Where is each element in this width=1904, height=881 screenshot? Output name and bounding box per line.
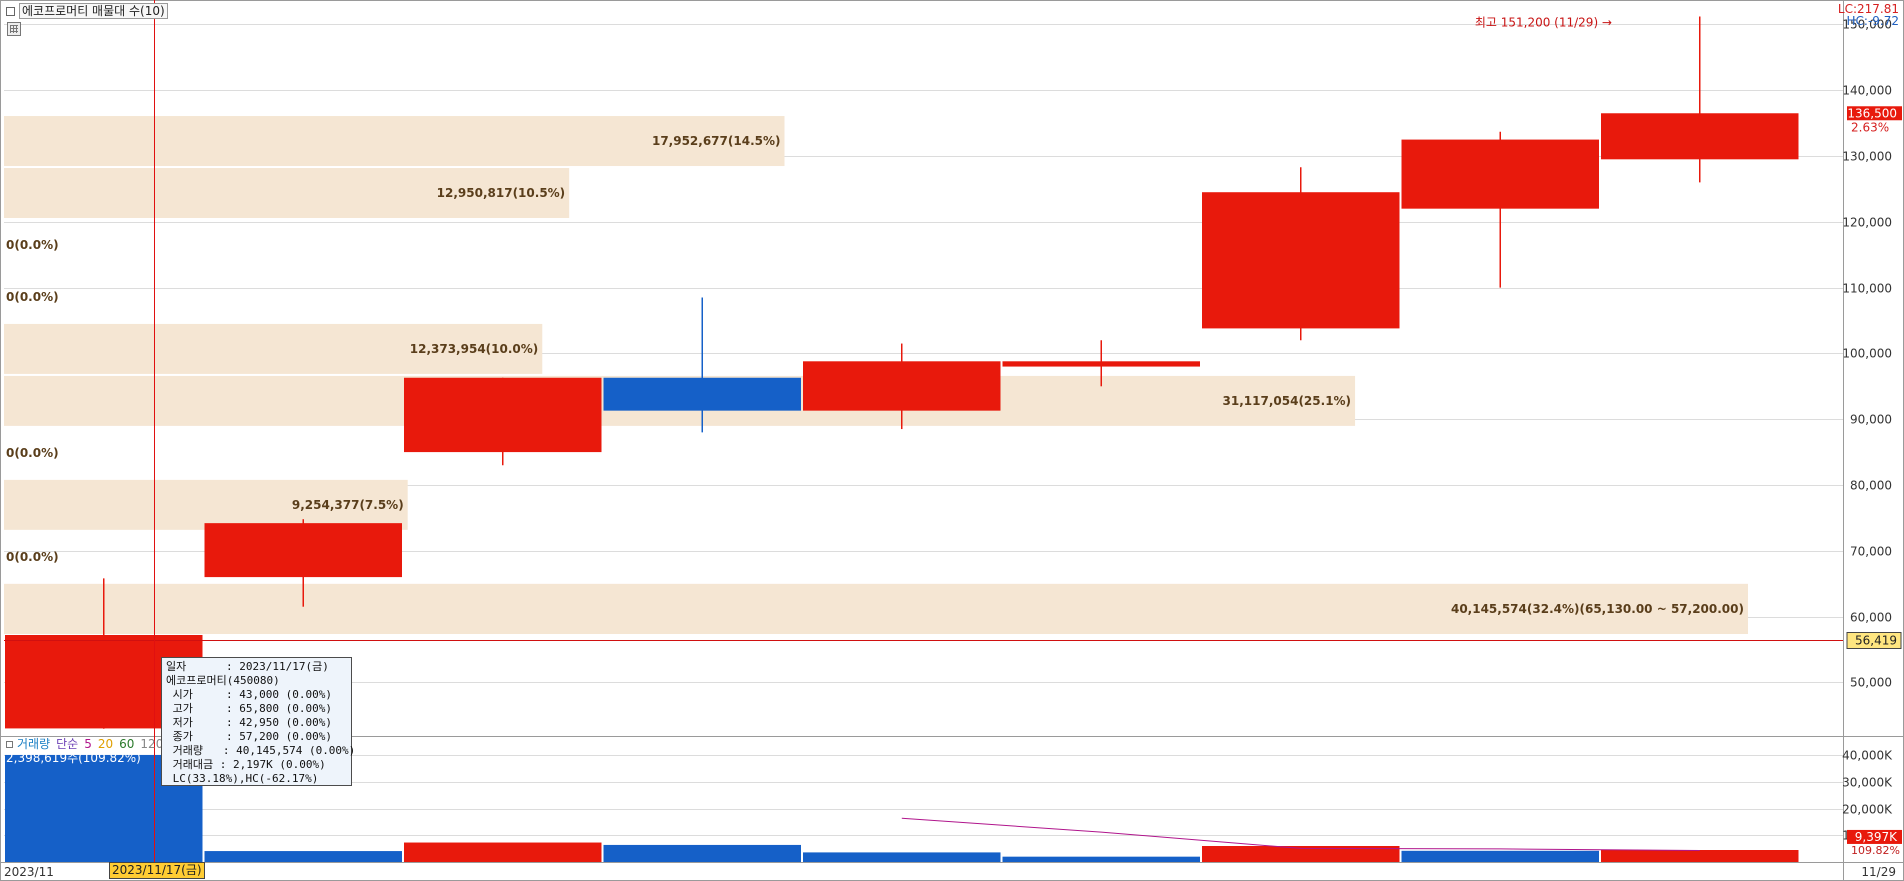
volume-current-badge — [1847, 829, 1902, 844]
volume-profile-band — [4, 116, 785, 167]
lc-value: LC:217.81 — [1837, 2, 1899, 16]
current-change-label: 2.63% — [1851, 120, 1889, 134]
candle-body — [803, 361, 1001, 411]
price-tick-label: 50,000 — [1850, 676, 1892, 690]
volume-legend-item[interactable]: 거래량 — [17, 737, 51, 751]
price-tick-label: 140,000 — [1842, 84, 1892, 98]
volume-bar — [1401, 850, 1599, 862]
volume-bars — [5, 754, 1799, 862]
chart-title[interactable]: 에코프로머티 매물대 수(10) — [19, 3, 168, 19]
x-axis-selected-date: 2023/11/17(금) — [109, 862, 205, 879]
volume-profile-label: 31,117,054(25.1%) — [1223, 394, 1352, 408]
candle-body — [1202, 192, 1400, 329]
price-tick-label: 110,000 — [1842, 282, 1892, 296]
price-tick-label: 120,000 — [1842, 216, 1892, 230]
volume-legend-item[interactable]: 20 — [97, 737, 114, 751]
volume-profile-band — [4, 479, 408, 530]
volume-profile: 40,145,574(32.4%)(65,130.00 ~ 57,200.00)… — [4, 116, 1748, 634]
volume-profile-label: 0(0.0%) — [6, 290, 59, 304]
candle-body — [603, 377, 801, 411]
volume-profile-band — [4, 168, 570, 218]
candle-body — [1401, 139, 1599, 209]
price-tick-label: 150,000 — [1842, 18, 1892, 32]
tooltip-row: LC(33.18%),HC(-62.17%) — [166, 772, 319, 785]
volume-tick-label: 40,000K — [1842, 749, 1893, 763]
current-price-label: 136,500 — [1847, 106, 1897, 120]
tooltip-row: 에코프로머티(450080) — [166, 674, 280, 687]
tooltip-row: 거래대금 : 2,197K (0.00%) — [166, 758, 326, 771]
volume-tick-label: 30,000K — [1842, 776, 1893, 790]
tooltip-row: 일자 : 2023/11/17(금) — [166, 660, 329, 673]
volume-axis: 10,000K20,000K30,000K40,000K9,397K109.82… — [1842, 749, 1902, 857]
grid-tool-icon[interactable] — [7, 22, 21, 36]
volume-profile-label: 12,950,817(10.5%) — [437, 186, 566, 200]
reference-price-badge — [1846, 632, 1902, 649]
volume-profile-label: 17,952,677(14.5%) — [652, 134, 781, 148]
volume-profile-band — [4, 583, 1748, 634]
candle-body — [404, 377, 602, 453]
price-axis: 50,000 60,000 70,000 80,000 90,000 100,000 110… — [1842, 18, 1892, 690]
volume-profile-label: 40,145,574(32.4%)(65,130.00 ~ 57,200.00) — [1451, 602, 1744, 616]
price-tick-label: 80,000 — [1850, 479, 1892, 493]
tooltip-row: 저가 : 42,950 (0.00%) — [166, 716, 332, 729]
candle-body — [204, 523, 402, 578]
volume-tick-label: 20,000K — [1842, 803, 1893, 817]
tooltip-row: 종가 : 57,200 (0.00%) — [166, 730, 332, 743]
volume-current-pct: 109.82% — [1851, 844, 1900, 857]
volume-legend-item[interactable]: 120 — [140, 737, 164, 751]
volume-bar — [603, 844, 801, 862]
volume-current-label: 2,398,619주(109.82%) — [6, 751, 141, 765]
volume-bar — [1601, 850, 1799, 862]
reference-price-label: 56,419 — [1855, 634, 1897, 648]
chart-title-bar: 에코프로머티 매물대 수(10) — [0, 2, 168, 20]
hc-value: HC:-9.72 — [1846, 14, 1900, 28]
tooltip-row: 거래량 : 40,145,574 (0.00%) — [166, 744, 356, 757]
volume-bar — [204, 851, 402, 862]
volume-profile-label: 0(0.0%) — [6, 550, 59, 564]
volume-bar — [404, 842, 602, 862]
volume-profile-label: 0(0.0%) — [6, 446, 59, 460]
volume-legend-item[interactable]: 5 — [84, 737, 92, 751]
collapse-icon[interactable] — [6, 7, 15, 16]
price-tick-label: 100,000 — [1842, 347, 1892, 361]
candle-body — [1002, 361, 1200, 367]
collapse-icon[interactable] — [6, 741, 13, 748]
x-axis-end-label: 11/29 — [1861, 865, 1896, 879]
volume-profile-label: 0(0.0%) — [6, 238, 59, 252]
tooltip-row: 고가 : 65,800 (0.00%) — [166, 702, 332, 715]
volume-profile-label: 9,254,377(7.5%) — [292, 498, 404, 512]
price-tick-label: 90,000 — [1850, 413, 1892, 427]
candles — [5, 16, 1799, 729]
volume-ma5-line — [901, 817, 1700, 851]
volume-legend: 거래량 단순 5 20 60 120 — [6, 736, 169, 752]
price-tick-label: 130,000 — [1842, 150, 1892, 164]
high-price-annotation: 최고 151,200 (11/29) → — [1475, 16, 1612, 30]
volume-bar — [803, 852, 1001, 862]
volume-current-value: 9,397K — [1855, 830, 1898, 844]
volume-profile-label: 12,373,954(10.0%) — [410, 342, 539, 356]
volume-legend-item[interactable]: 60 — [119, 737, 135, 751]
price-tick-label: 60,000 — [1850, 611, 1892, 625]
volume-bar — [1202, 846, 1400, 862]
price-tick-label: 70,000 — [1850, 545, 1892, 559]
volume-profile-band — [4, 323, 543, 374]
data-tooltip: 일자 : 2023/11/17(금) 에코프로머티(450080) 시가 : 4… — [161, 657, 356, 786]
tooltip-row: 시가 : 43,000 (0.00%) — [166, 688, 332, 701]
volume-legend-item[interactable]: 단순 — [56, 737, 79, 751]
x-axis-start-label: 2023/11 — [4, 865, 54, 879]
volume-bar — [1002, 856, 1200, 862]
candle-body — [1601, 113, 1799, 160]
current-price-badge — [1847, 106, 1902, 121]
